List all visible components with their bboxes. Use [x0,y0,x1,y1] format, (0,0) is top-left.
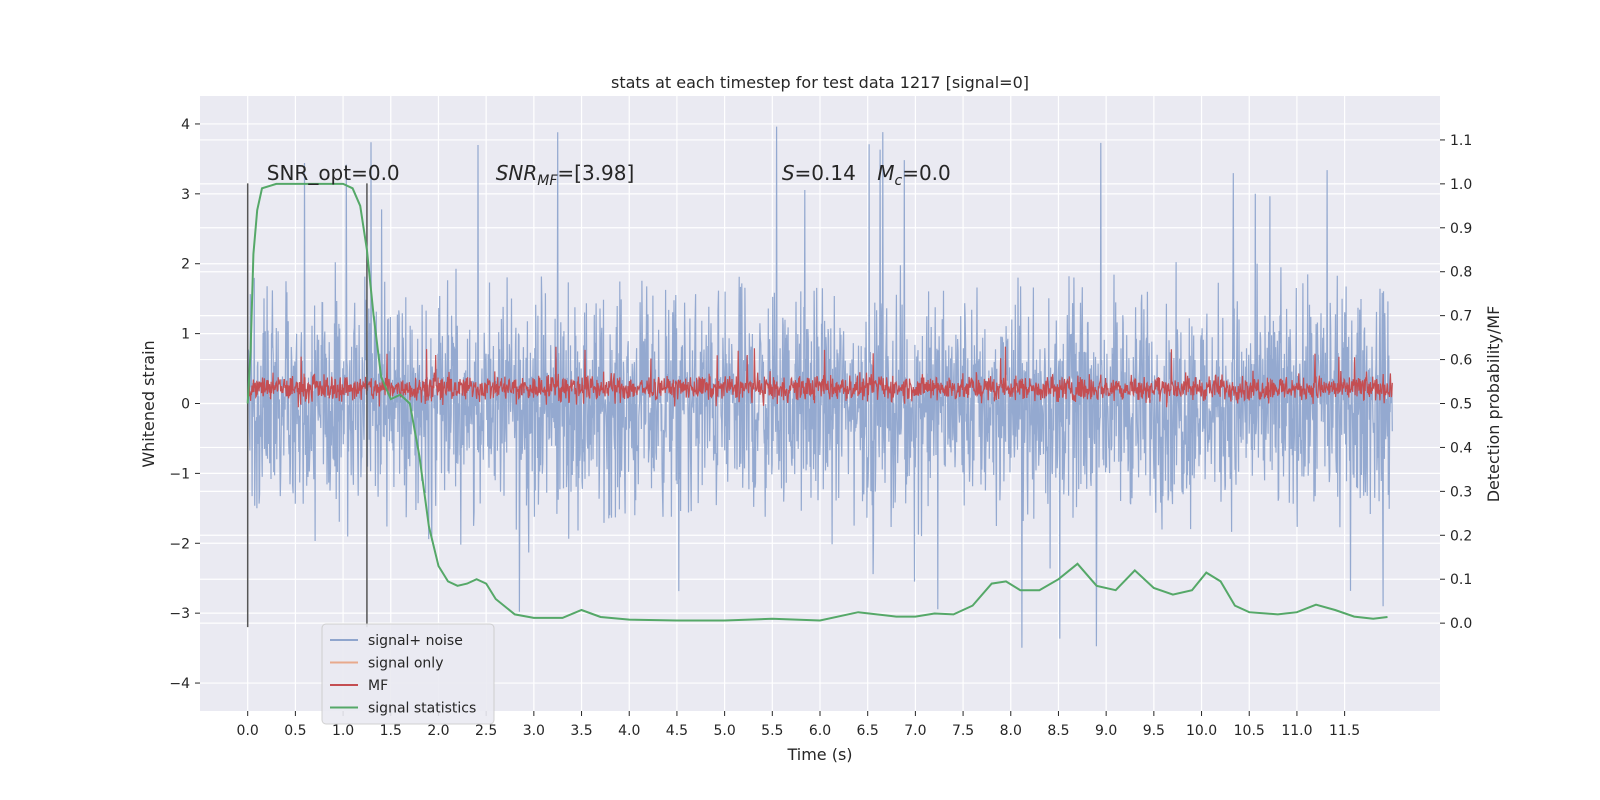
y-right-tick-label: 1.0 [1450,177,1472,193]
x-tick-label: 4.5 [666,723,688,739]
y-right-tick-label: 0.1 [1450,572,1472,588]
x-tick-label: 9.0 [1095,723,1117,739]
y-right-tick-label: 0.7 [1450,309,1472,325]
x-axis-label: Time (s) [786,745,852,764]
y-right-tick-label: 0.4 [1450,440,1472,456]
series-mf [247,346,1393,408]
legend-label: signal+ noise [368,633,463,649]
legend-label: MF [368,678,388,694]
y-right-tick-label: 0.3 [1450,484,1472,500]
x-tick-label: 9.5 [1143,723,1165,739]
y-left-tick-label: −1 [169,466,190,482]
x-tick-label: 6.5 [857,723,879,739]
legend-label: signal statistics [368,701,476,717]
y-axis-right-label: Detection probability/MF [1484,306,1503,503]
plot-area [246,126,1393,648]
x-tick-label: 10.5 [1234,723,1265,739]
x-tick-label: 0.5 [284,723,306,739]
y-left-tick-label: 3 [181,187,190,203]
y-left-tick-label: 2 [181,257,190,273]
y-axis-left-label: Whitened strain [139,340,158,467]
y-right-tick-label: 0.8 [1450,265,1472,281]
x-tick-label: 10.0 [1186,723,1217,739]
x-tick-label: 11.0 [1281,723,1312,739]
x-tick-label: 1.5 [380,723,402,739]
series-signal-noise [247,126,1393,648]
x-tick-label: 0.0 [237,723,259,739]
annotation-text: SNR_opt=0.0 [267,161,400,185]
y-left-tick-label: 1 [181,327,190,343]
x-axis: 0.0 0.5 1.0 1.5 2.0 2.5 3.0 3.5 4.0 4.5 5.0 5.5 6.0 6… [237,711,1360,739]
legend-label: signal only [368,656,443,672]
y-axis-right: 0.0 0.1 0.2 0.3 0.4 0.5 0.6 0.7 0.8 0.9 1.0 1.1 [1440,133,1472,632]
x-tick-label: 2.5 [475,723,497,739]
y-right-tick-label: 0.6 [1450,353,1472,369]
y-right-tick-label: 1.1 [1450,133,1472,149]
x-tick-label: 11.5 [1329,723,1360,739]
y-axis-left: −4 −3 −2 −1 0 1 2 3 4 [169,117,200,692]
annotation-text: SNRMF=[3.98] [496,161,635,189]
x-tick-label: 7.5 [952,723,974,739]
series-signal-statistics [246,182,1388,622]
x-tick-label: 5.5 [761,723,783,739]
y-left-tick-label: 4 [181,117,190,133]
x-tick-label: 4.0 [618,723,640,739]
x-tick-label: 6.0 [809,723,831,739]
y-left-tick-label: −3 [169,606,190,622]
annotation-text: S=0.14 [782,161,856,185]
y-right-tick-label: 0.2 [1450,528,1472,544]
x-tick-label: 1.0 [332,723,354,739]
annotations: SNR_opt=0.0 SNRMF=[3.98] S=0.14 Mc=0.0 [267,161,951,189]
y-left-tick-label: 0 [181,397,190,413]
y-right-tick-label: 0.0 [1450,616,1472,632]
legend-box [321,623,495,725]
x-tick-label: 7.0 [904,723,926,739]
legend: signal+ noise signal only MF signal statist… [321,623,495,725]
x-tick-label: 2.0 [427,723,449,739]
y-right-tick-label: 0.5 [1450,397,1472,413]
x-tick-label: 8.0 [1000,723,1022,739]
x-tick-label: 3.0 [523,723,545,739]
x-tick-label: 3.5 [570,723,592,739]
x-tick-label: 8.5 [1047,723,1069,739]
y-left-tick-label: −4 [169,676,190,692]
x-tick-label: 5.0 [713,723,735,739]
y-left-tick-label: −2 [169,536,190,552]
y-right-tick-label: 0.9 [1450,221,1472,237]
annotation-text: Mc=0.0 [877,161,951,189]
chart-title: stats at each timestep for test data 121… [611,73,1029,92]
